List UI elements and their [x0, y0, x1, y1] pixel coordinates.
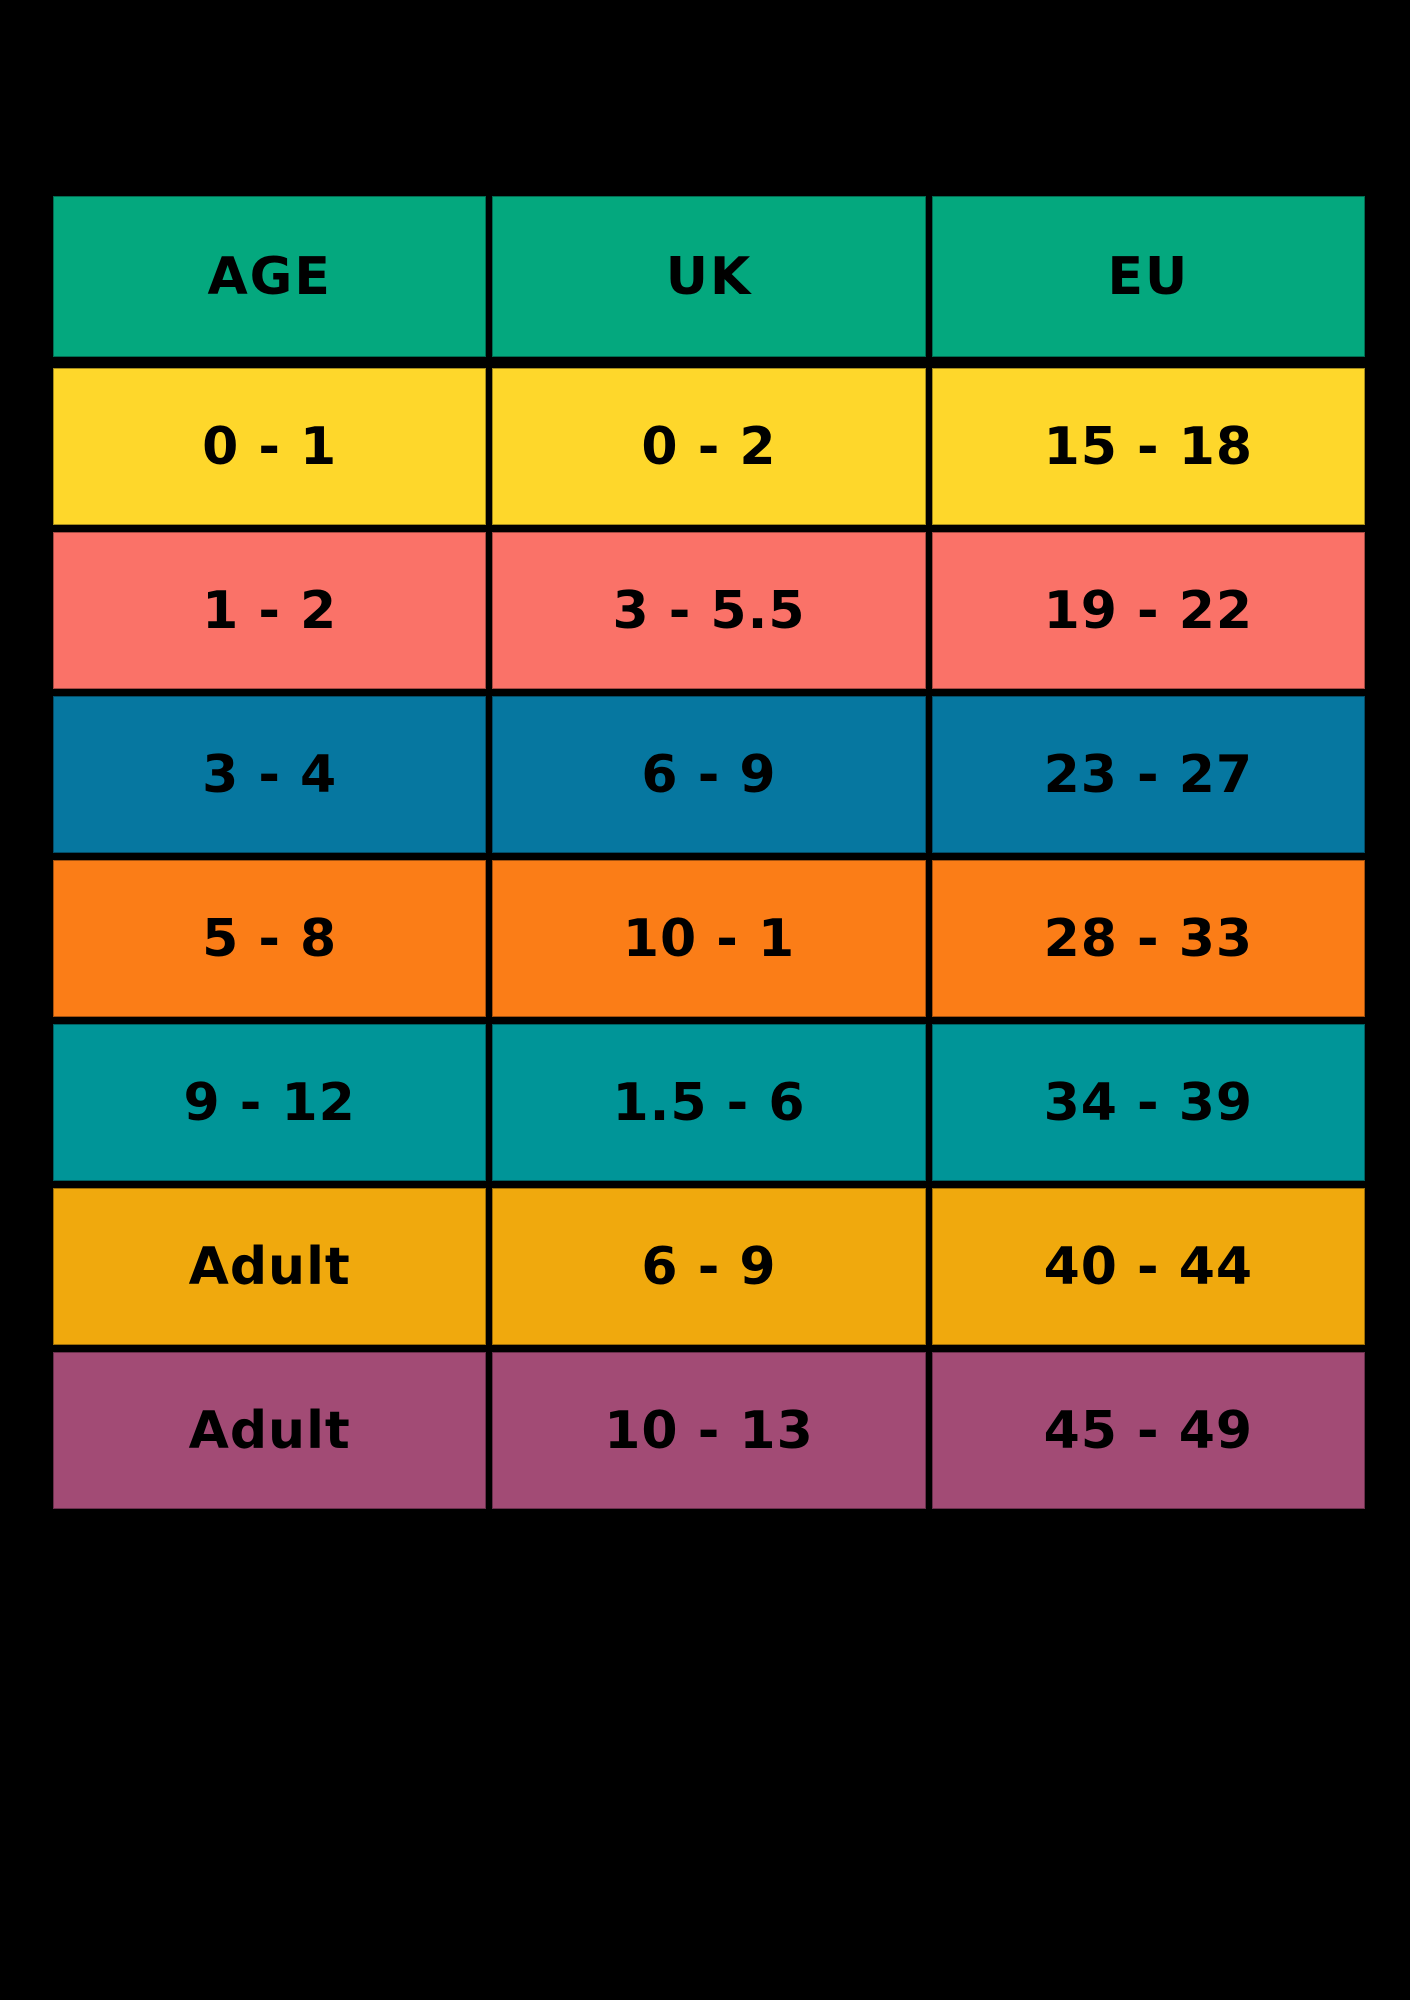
- cell-eu-row-4: 28 - 33: [931, 860, 1365, 1017]
- cell-age-row-6: Adult: [53, 1188, 487, 1345]
- cell-uk-row-2: 3 - 5.5: [492, 532, 926, 689]
- cell-age-row-7: Adult: [53, 1352, 487, 1509]
- cell-uk-row-5: 1.5 - 6: [492, 1024, 926, 1181]
- cell-age-row-5: 9 - 12: [53, 1024, 487, 1181]
- table-header-row: AGE UK EU: [53, 196, 1365, 357]
- cell-eu-row-1: 15 - 18: [931, 368, 1365, 525]
- cell-uk-row-3: 6 - 9: [492, 696, 926, 853]
- table-row: Adult 6 - 9 40 - 44: [53, 1188, 1365, 1345]
- cell-age-row-2: 1 - 2: [53, 532, 487, 689]
- cell-age-row-3: 3 - 4: [53, 696, 487, 853]
- cell-uk-row-7: 10 - 13: [492, 1352, 926, 1509]
- header-cell-uk: UK: [492, 196, 926, 357]
- cell-uk-row-1: 0 - 2: [492, 368, 926, 525]
- header-cell-age: AGE: [53, 196, 487, 357]
- cell-eu-row-7: 45 - 49: [931, 1352, 1365, 1509]
- cell-eu-row-2: 19 - 22: [931, 532, 1365, 689]
- cell-uk-row-6: 6 - 9: [492, 1188, 926, 1345]
- header-cell-eu: EU: [931, 196, 1365, 357]
- cell-eu-row-6: 40 - 44: [931, 1188, 1365, 1345]
- table-row: 5 - 8 10 - 1 28 - 33: [53, 860, 1365, 1017]
- table-row: Adult 10 - 13 45 - 49: [53, 1352, 1365, 1509]
- cell-age-row-1: 0 - 1: [53, 368, 487, 525]
- cell-eu-row-5: 34 - 39: [931, 1024, 1365, 1181]
- cell-uk-row-4: 10 - 1: [492, 860, 926, 1017]
- cell-eu-row-3: 23 - 27: [931, 696, 1365, 853]
- cell-age-row-4: 5 - 8: [53, 860, 487, 1017]
- table-row: 9 - 12 1.5 - 6 34 - 39: [53, 1024, 1365, 1181]
